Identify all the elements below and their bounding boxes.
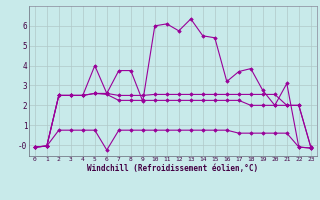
X-axis label: Windchill (Refroidissement éolien,°C): Windchill (Refroidissement éolien,°C) (87, 164, 258, 173)
